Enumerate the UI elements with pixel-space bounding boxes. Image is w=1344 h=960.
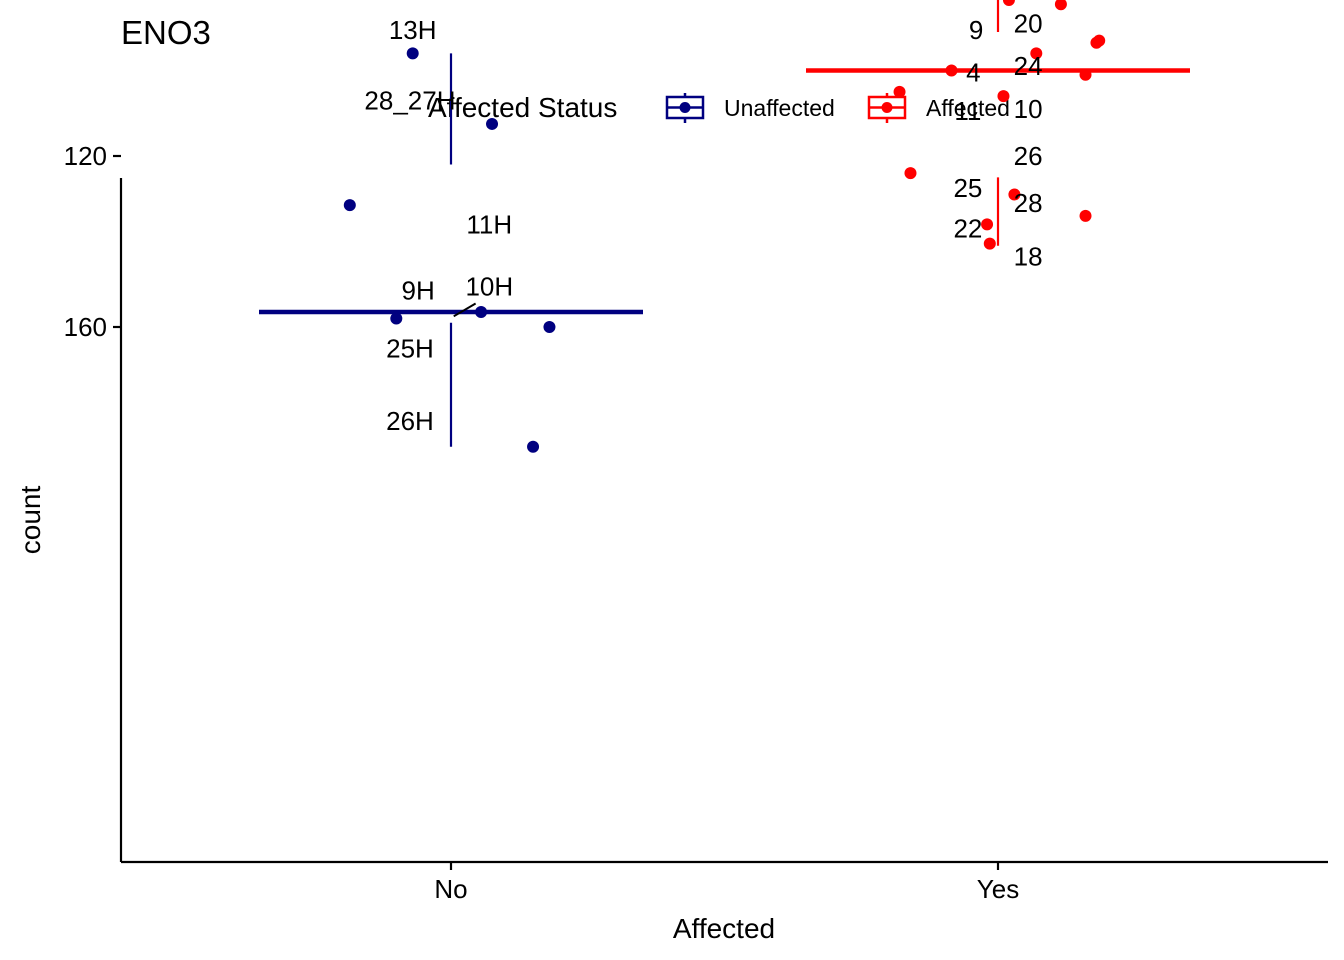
legend-label-unaffected: Unaffected [724,95,835,121]
point-label-6: 13H [389,15,437,45]
data-point-yes-18 [1093,34,1106,47]
data-point-yes-16 [1030,47,1043,60]
data-point-no-1 [543,321,556,333]
point-label-7: 18 [1014,241,1043,271]
point-label-2: 9H [402,276,435,306]
point-label-18: 5 [969,0,983,2]
y-axis-ticks: 4080120160 [64,141,121,342]
data-point-yes-19 [1054,0,1067,11]
point-label-1: 25H [386,333,434,363]
legend-title: Affected Status [428,92,617,123]
chart-title: ENO3 [121,14,211,51]
x-tick-label-no: No [434,874,467,904]
data-point-yes-9 [1079,209,1092,222]
point-label-0: 26H [386,406,434,436]
data-point-no-5 [486,117,499,130]
point-label-17: 20 [1014,8,1043,38]
legend-key-affected [867,93,907,123]
point-label-10: 25 [953,173,982,203]
data-point-no-2 [390,312,403,325]
data-point-yes-14 [1079,68,1092,81]
legend: Affected Status Unaffected Affected [428,92,1010,123]
point-label-15: 24 [1014,51,1043,81]
data-point-yes-20 [1002,0,1015,6]
point-label-16: 9 [969,15,983,45]
x-axis-title: Affected [673,913,775,944]
legend-label-affected: Affected [926,95,1010,121]
data-point-yes-13 [893,85,906,98]
data-point-no-3 [475,306,488,319]
data-point-yes-8 [981,218,994,231]
x-axis-ticks: No Yes [434,862,1019,904]
label-leader-line [453,302,477,318]
y-tick-label-160: 160 [64,312,107,342]
data-point-no-4 [343,199,356,212]
point-label-12: 11 [954,96,981,126]
data-point-yes-7 [983,237,996,250]
point-label-5: 28_27H [364,85,455,115]
y-axis-title: count [15,486,46,555]
data-point-yes-12 [997,90,1010,103]
data-point-no-6 [406,47,419,60]
point-label-8: 22 [953,214,982,244]
plot-panel: 26H 25H 9H 10H 11H 28_27H 13H 18 22 28 25 26 11 10 4 24… [259,0,1190,453]
point-label-3: 10H [465,271,513,301]
x-tick-label-yes: Yes [977,874,1019,904]
point-label-13: 10 [1014,94,1043,124]
point-label-4: 11H [466,209,512,239]
point-label-11: 26 [1014,141,1043,171]
point-label-9: 28 [1014,188,1043,218]
data-point-yes-10 [1008,188,1021,201]
data-point-yes-15 [945,64,958,77]
legend-key-unaffected [665,93,705,123]
point-label-14: 4 [966,58,980,88]
data-point-no-0 [527,440,540,453]
y-tick-label-120: 120 [64,141,107,171]
data-point-yes-11 [904,167,917,180]
